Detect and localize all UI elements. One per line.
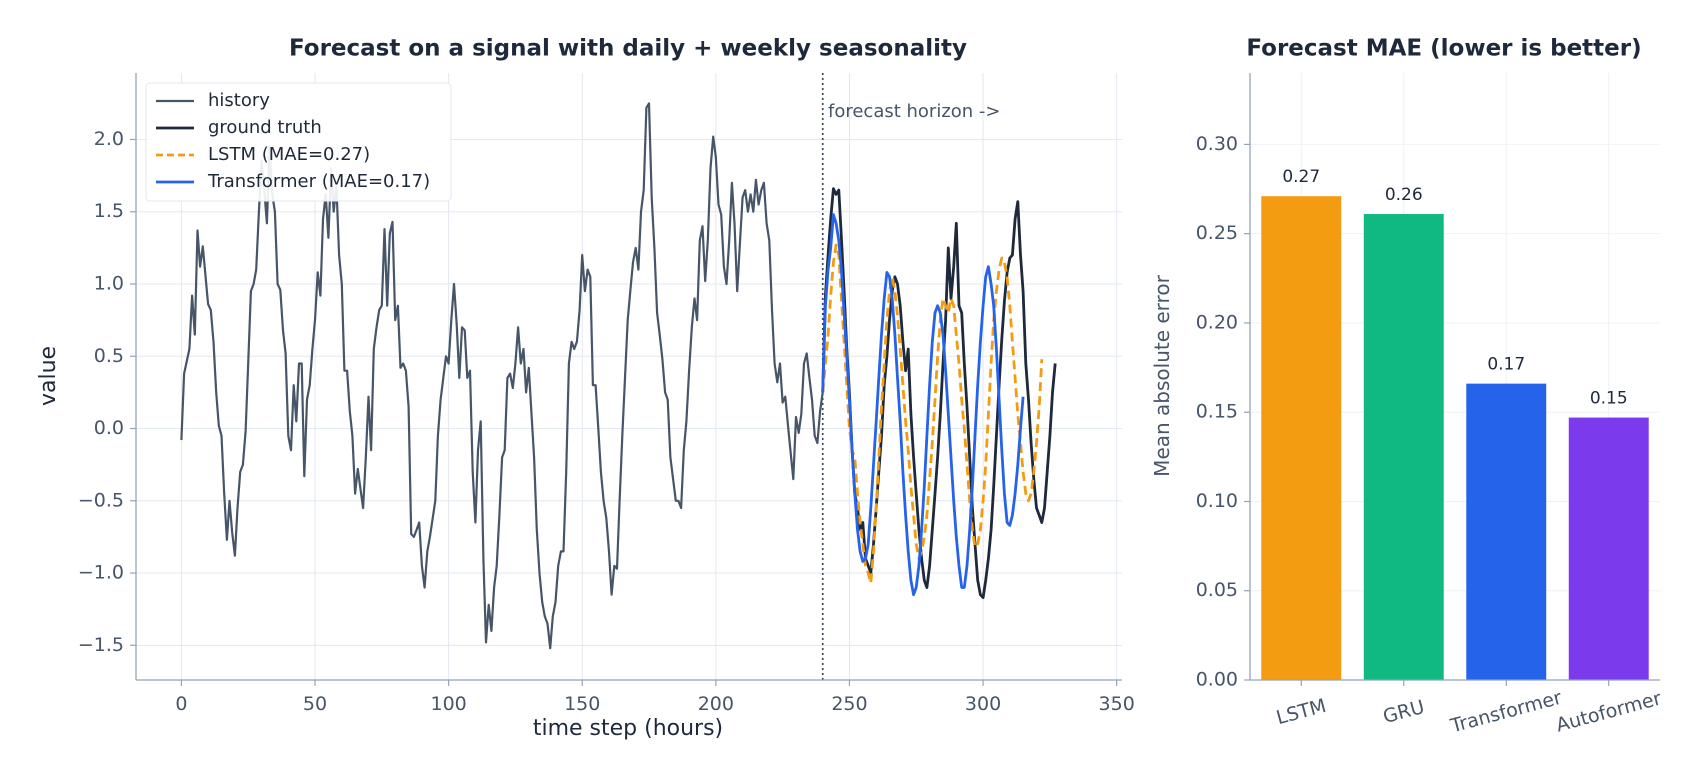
series-line-transformer-mae-0-17 [821, 213, 1025, 597]
series-line-lstm-mae-0-27 [821, 243, 1044, 585]
y-tick-label: 0.0 [94, 417, 124, 439]
forecast-series [180, 73, 1057, 680]
x-tick-label: 250 [831, 693, 867, 715]
x-tick-label: Autoformer [1554, 687, 1664, 736]
y-tick-label: 0.5 [94, 345, 124, 367]
legend-label-transformer-mae-0-17: Transformer (MAE=0.17) [207, 171, 430, 192]
mae-y-axis-label: Mean absolute error [1150, 274, 1174, 476]
x-tick-label: 0 [175, 693, 187, 715]
bar-gru [1363, 214, 1444, 680]
y-tick-label: 0.05 [1196, 579, 1238, 601]
legend-label-ground-truth: ground truth [208, 117, 322, 138]
x-tick-label: 300 [965, 693, 1001, 715]
forecast-chart-title: Forecast on a signal with daily + weekly… [289, 36, 967, 62]
mae-bar-chart: 0.27 0.26 0.17 0.15 0.00 0.05 0.10 0.15 0.20 0.2… [1150, 36, 1664, 738]
legend: history ground truth LSTM (MAE=0.27) Transf… [145, 82, 452, 202]
x-tick-label: Transformer [1447, 687, 1564, 738]
mae-axes [1249, 73, 1660, 681]
y-tick-label: 0.15 [1196, 401, 1238, 423]
bar-value-label: 0.27 [1282, 167, 1320, 187]
mae-bars: 0.27 0.26 0.17 0.15 [1261, 167, 1649, 680]
x-tick-label: LSTM [1274, 695, 1329, 729]
x-tick-label: GRU [1381, 696, 1427, 728]
series-line-history [180, 102, 824, 650]
y-tick-label: −1.0 [78, 562, 124, 584]
forecast-x-axis-label: time step (hours) [533, 716, 723, 741]
bar-lstm [1261, 196, 1342, 680]
bar-value-label: 0.15 [1590, 389, 1628, 409]
forecast-horizon-annotation: forecast horizon -> [828, 101, 1001, 122]
x-tick-label: 100 [431, 693, 467, 715]
x-tick-label: 150 [564, 693, 600, 715]
legend-label-lstm-mae-0-27: LSTM (MAE=0.27) [208, 144, 370, 165]
y-tick-label: 2.0 [94, 128, 124, 150]
x-tick-label: 50 [303, 693, 327, 715]
forecast-axes [135, 73, 1122, 681]
y-tick-label: 0.25 [1196, 222, 1238, 244]
bar-autoformer [1568, 417, 1649, 680]
forecast-ticks: 0 50 100 150 200 250 300 350 −1.5 −1.0 −0.5 0.0 0.5 1… [78, 128, 1135, 715]
legend-box [145, 82, 452, 202]
x-tick-label: 350 [1099, 693, 1135, 715]
bar-value-label: 0.17 [1487, 355, 1525, 375]
y-tick-label: 1.5 [94, 200, 124, 222]
y-tick-label: 1.0 [94, 273, 124, 295]
y-tick-label: 0.00 [1196, 669, 1238, 691]
forecast-y-axis-label: value [36, 346, 61, 406]
y-tick-label: −1.5 [78, 634, 124, 656]
legend-label-history: history [208, 90, 270, 111]
bar-transformer [1466, 383, 1547, 680]
y-tick-label: 0.30 [1196, 133, 1238, 155]
bar-value-label: 0.26 [1385, 185, 1423, 205]
x-tick-label: 200 [698, 693, 734, 715]
y-tick-label: 0.10 [1196, 490, 1238, 512]
mae-chart-title: Forecast MAE (lower is better) [1246, 36, 1641, 62]
y-tick-label: −0.5 [78, 489, 124, 511]
y-tick-label: 0.20 [1196, 311, 1238, 333]
series-line-ground-truth [821, 187, 1057, 599]
forecast-line-chart: 0 50 100 150 200 250 300 350 −1.5 −1.0 −0.5 0.0 0.5 1… [36, 36, 1135, 742]
